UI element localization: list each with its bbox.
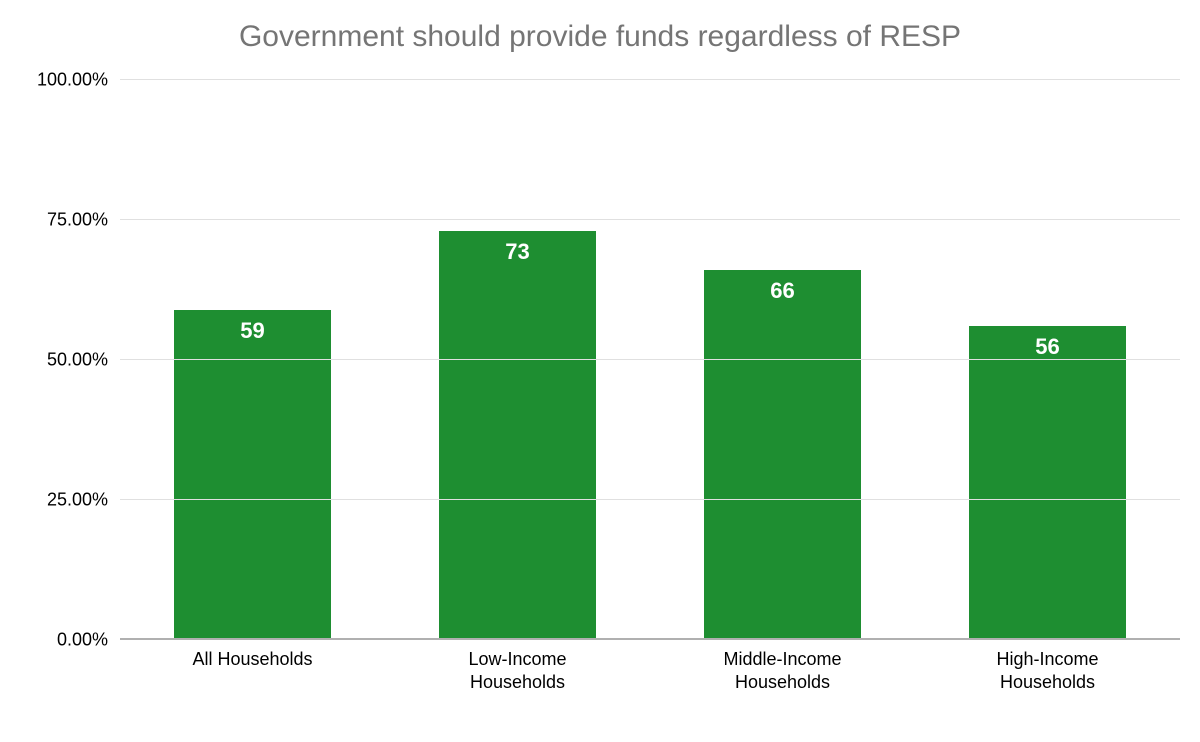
bar-slot: 59: [120, 80, 385, 640]
x-axis-labels: All HouseholdsLow-IncomeHouseholdsMiddle…: [120, 648, 1180, 695]
y-tick-label: 25.00%: [8, 490, 108, 511]
y-tick-label: 75.00%: [8, 210, 108, 231]
x-axis-label: High-IncomeHouseholds: [915, 648, 1180, 695]
bar-value-label: 59: [174, 318, 330, 344]
x-axis-label: Low-IncomeHouseholds: [385, 648, 650, 695]
bar: 56: [969, 326, 1125, 640]
chart-title: Government should provide funds regardle…: [0, 0, 1200, 66]
plot-area: 59 73 66 56: [120, 80, 1180, 640]
bar-value-label: 56: [969, 334, 1125, 360]
x-axis-baseline: [120, 638, 1180, 640]
gridline: [120, 79, 1180, 80]
bar: 66: [704, 270, 860, 640]
bar: 73: [439, 231, 595, 640]
gridline: [120, 219, 1180, 220]
bars-wrap: 59 73 66 56: [120, 80, 1180, 640]
x-axis-label: Middle-IncomeHouseholds: [650, 648, 915, 695]
bar-value-label: 73: [439, 239, 595, 265]
y-tick-label: 50.00%: [8, 350, 108, 371]
gridline: [120, 499, 1180, 500]
gridline: [120, 359, 1180, 360]
x-axis-label: All Households: [120, 648, 385, 695]
y-tick-label: 100.00%: [8, 70, 108, 91]
bar-slot: 66: [650, 80, 915, 640]
bar-chart: Government should provide funds regardle…: [0, 0, 1200, 742]
bar-slot: 73: [385, 80, 650, 640]
bar-value-label: 66: [704, 278, 860, 304]
bar-slot: 56: [915, 80, 1180, 640]
y-tick-label: 0.00%: [8, 630, 108, 651]
